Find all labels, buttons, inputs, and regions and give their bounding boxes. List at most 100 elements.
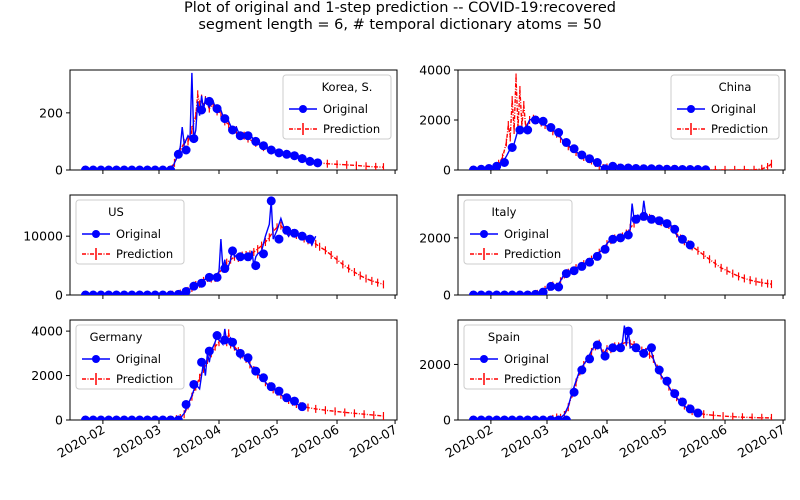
original-marker xyxy=(212,272,222,282)
y-tick-label: 2000 xyxy=(419,230,451,245)
original-marker xyxy=(492,161,502,170)
original-marker xyxy=(305,234,315,244)
original-marker xyxy=(243,252,253,262)
legend-prediction-label: Prediction xyxy=(504,247,561,261)
original-marker xyxy=(515,125,525,135)
legend-box xyxy=(75,324,185,390)
legend-original-marker xyxy=(92,230,100,238)
original-marker xyxy=(297,402,307,412)
original-marker xyxy=(313,158,323,168)
original-marker xyxy=(251,366,261,376)
original-marker xyxy=(685,165,695,170)
original-marker xyxy=(104,415,114,420)
original-marker xyxy=(515,415,525,420)
original-marker xyxy=(297,231,307,241)
original-marker xyxy=(546,415,556,420)
y-tick-label: 0 xyxy=(443,163,451,178)
original-marker xyxy=(577,365,587,375)
y-tick-label: 200 xyxy=(39,105,63,120)
original-marker xyxy=(104,290,114,295)
x-tick-label: 2020-07 xyxy=(347,422,400,461)
original-marker xyxy=(228,125,238,135)
original-marker xyxy=(204,96,214,106)
original-marker xyxy=(670,164,680,170)
original-marker xyxy=(554,415,564,420)
original-marker xyxy=(266,382,276,392)
y-tick-label: 0 xyxy=(443,288,451,303)
x-tick-label: 2020-04 xyxy=(559,422,612,461)
y-tick-label: 10000 xyxy=(23,229,63,244)
original-marker xyxy=(228,337,238,347)
original-marker xyxy=(282,393,292,403)
original-marker xyxy=(204,346,214,356)
y-tick-label: 0 xyxy=(443,413,451,428)
original-marker xyxy=(600,244,610,254)
original-marker xyxy=(197,357,207,367)
original-marker xyxy=(204,272,214,282)
original-marker xyxy=(654,216,664,226)
original-marker xyxy=(670,224,680,234)
legend-title: US xyxy=(108,205,124,219)
legend: Spain Original Prediction xyxy=(463,324,573,390)
original-marker xyxy=(119,165,129,170)
legend-original-label: Original xyxy=(711,102,756,116)
original-marker xyxy=(585,257,595,267)
original-marker xyxy=(623,163,633,170)
original-marker xyxy=(289,228,299,238)
legend-original-label: Original xyxy=(116,227,161,241)
original-marker xyxy=(654,365,664,375)
original-marker xyxy=(499,158,509,167)
title-line-2: segment length = 6, # temporal dictionar… xyxy=(198,17,602,33)
legend-box xyxy=(463,199,573,265)
original-marker xyxy=(173,415,183,420)
axes-frame xyxy=(69,194,398,296)
legend-box xyxy=(75,199,185,265)
original-marker xyxy=(212,104,222,114)
original-marker xyxy=(646,164,656,170)
original-marker xyxy=(166,290,176,295)
original-marker xyxy=(111,290,121,295)
original-marker xyxy=(173,289,183,295)
legend-prediction-label: Prediction xyxy=(116,372,173,386)
legend: Korea, S. Original Prediction xyxy=(282,74,392,140)
legend-original-marker xyxy=(480,230,488,238)
original-marker xyxy=(554,282,564,292)
legend-original-marker xyxy=(480,355,488,363)
original-marker xyxy=(220,264,230,274)
original-marker xyxy=(220,335,230,345)
original-marker xyxy=(685,404,695,414)
figure-title: Plot of original and 1-step prediction -… xyxy=(0,0,800,34)
original-marker xyxy=(631,343,641,353)
original-marker xyxy=(577,261,587,271)
original-marker xyxy=(631,164,641,170)
original-marker xyxy=(197,105,207,115)
original-marker xyxy=(577,150,587,160)
axes-frame xyxy=(457,194,786,296)
original-marker xyxy=(677,234,687,244)
legend-original-marker xyxy=(687,105,695,113)
original-marker xyxy=(662,376,672,386)
legend: US Original Prediction xyxy=(75,199,185,265)
y-tick-label: 0 xyxy=(55,413,63,428)
original-marker xyxy=(685,240,695,250)
legend: China Original Prediction xyxy=(670,74,780,140)
y-tick-label: 4000 xyxy=(31,324,63,339)
original-marker xyxy=(507,415,517,420)
plot-area xyxy=(468,200,773,295)
axes-frame xyxy=(69,69,398,171)
original-marker xyxy=(305,156,315,166)
legend-title: Germany xyxy=(90,330,143,344)
original-marker xyxy=(127,415,137,420)
original-marker xyxy=(507,290,517,295)
original-marker xyxy=(258,249,268,259)
original-marker xyxy=(119,290,129,295)
original-marker xyxy=(181,145,191,155)
legend-original-label: Original xyxy=(116,352,161,366)
original-marker xyxy=(96,415,106,420)
plot-area xyxy=(468,325,773,420)
plot-area xyxy=(80,72,385,170)
plot-area xyxy=(80,196,385,295)
